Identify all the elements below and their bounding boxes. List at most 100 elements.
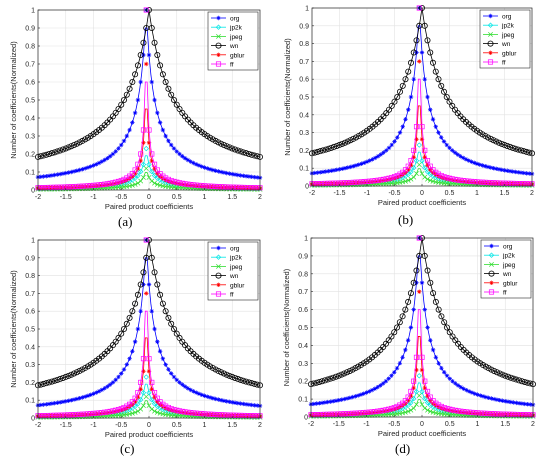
series-point-gblur	[483, 411, 489, 417]
series-point-ff	[77, 411, 83, 417]
y-tick-label: 0.4	[299, 112, 309, 119]
series-point-gblur	[323, 181, 328, 187]
series-point-org	[185, 157, 191, 163]
series-point-wn	[59, 146, 66, 153]
series-point-wn	[438, 82, 445, 89]
series-point-gblur	[414, 367, 419, 373]
series-point-wn	[223, 371, 230, 378]
series-point-gblur	[425, 393, 430, 399]
series-point-wn	[65, 372, 72, 379]
series-point-wn	[212, 366, 219, 373]
series-point-wn	[140, 39, 147, 46]
series-point-gblur	[496, 181, 502, 186]
series-point-org	[221, 170, 227, 175]
series-point-org	[314, 401, 319, 406]
series-point-ff	[389, 174, 395, 181]
series-point-gblur	[348, 180, 353, 186]
series-point-gblur	[408, 393, 414, 399]
series-point-ff	[79, 411, 85, 417]
series-point-wn	[325, 145, 332, 152]
series-point-ff	[224, 184, 230, 190]
series-point-gblur	[166, 179, 171, 184]
series-point-org	[455, 152, 460, 157]
chart-svg-d: -2 -1.5 -1 -0.5 0 0.5 1 1.5 2 0 0.1 0.2 0.3 0.4 0.5 0.6…	[282, 235, 536, 438]
series-point-gblur	[422, 385, 427, 391]
x-tick-label: 1	[475, 190, 479, 197]
series-point-ff	[185, 181, 191, 187]
series-point-org	[489, 396, 494, 401]
series-point-ff	[138, 379, 144, 385]
series-point-org	[455, 383, 461, 388]
series-point-wn	[159, 300, 166, 307]
series-point-org	[160, 356, 166, 361]
series-point-org	[469, 159, 474, 164]
series-point-wn	[432, 68, 439, 75]
series-point-org	[480, 394, 486, 399]
series-point-org	[80, 395, 85, 400]
series-point-wn	[509, 144, 516, 151]
series-point-jpeg	[405, 178, 411, 183]
series-point-org	[182, 156, 188, 161]
series-point-gblur	[196, 411, 202, 417]
series-point-gblur	[141, 369, 146, 374]
series-point-org	[119, 142, 124, 148]
series-point-gblur	[375, 409, 380, 415]
series-point-ff	[347, 410, 353, 417]
series-point-wn	[112, 109, 119, 116]
series-point-org	[372, 386, 378, 391]
series-point-gblur	[486, 411, 491, 417]
series-point-org	[508, 399, 513, 405]
series-point-org	[55, 400, 60, 405]
series-point-wn	[173, 101, 180, 108]
series-point-wn	[435, 306, 442, 313]
series-point-jpeg	[416, 393, 422, 398]
series-point-wn	[346, 367, 353, 374]
series-point-org	[519, 401, 525, 406]
series-point-org	[472, 391, 477, 396]
series-point-jp2k	[149, 168, 155, 175]
series-point-ff	[132, 395, 138, 401]
series-point-wn	[54, 376, 61, 383]
series-point-ff	[49, 412, 55, 418]
series-point-wn	[48, 378, 55, 385]
legend-marker-org	[488, 13, 493, 19]
series-point-wn	[485, 365, 492, 372]
series-point-org	[149, 309, 154, 314]
series-point-wn	[330, 374, 337, 381]
series-point-org	[88, 392, 93, 397]
legend-marker-gblur	[216, 52, 221, 57]
series-point-org	[152, 97, 157, 103]
legend-box	[207, 241, 259, 301]
series-point-gblur	[149, 158, 154, 164]
series-point-wn	[148, 24, 155, 31]
series-point-gblur	[485, 180, 491, 186]
series-point-ff	[397, 402, 403, 408]
legend-label-ff: ff	[230, 62, 234, 69]
series-point-org	[425, 94, 430, 100]
series-point-org	[82, 166, 88, 171]
series-point-gblur	[191, 411, 196, 416]
series-point-gblur	[417, 59, 422, 64]
series-point-jpeg	[414, 171, 419, 176]
series-point-jpeg	[422, 405, 428, 411]
series-point-org	[528, 402, 533, 407]
x-tick-label: 1	[203, 194, 207, 201]
x-tick-label: 0.5	[445, 190, 455, 197]
series-point-gblur	[52, 413, 57, 418]
series-point-org	[322, 400, 328, 405]
series-point-gblur	[466, 179, 471, 185]
series-point-wn	[71, 141, 78, 148]
series-point-jpeg	[425, 407, 430, 413]
series-point-ff	[140, 127, 147, 133]
series-point-org	[326, 168, 331, 174]
series-point-org	[331, 168, 337, 173]
series-point-org	[403, 347, 408, 353]
series-point-ff	[90, 410, 97, 416]
y-axis-label: Number of coefficients(Normalized)	[9, 41, 18, 159]
series-point-wn	[322, 146, 329, 153]
series-point-jp2k	[149, 397, 155, 403]
series-point-ff	[507, 180, 513, 186]
series-point-org	[71, 397, 77, 402]
series-point-gblur	[411, 385, 416, 391]
series-point-org	[483, 164, 488, 169]
